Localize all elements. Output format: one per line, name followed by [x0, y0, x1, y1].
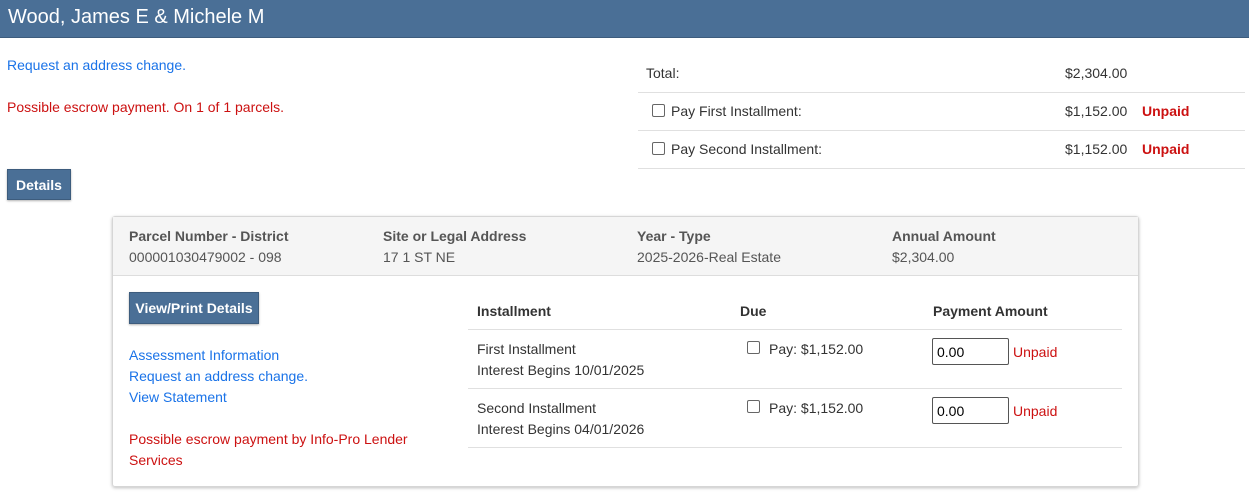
assessment-information-link[interactable]: Assessment Information — [129, 347, 280, 363]
payment-amount-input[interactable] — [932, 397, 1009, 424]
first-installment-value: $1,152.00 — [1065, 103, 1128, 119]
escrow-notice: Possible escrow payment. On 1 of 1 parce… — [7, 99, 285, 115]
pay-first-label: Pay First Installment: — [671, 103, 802, 119]
pay-first-checkbox[interactable] — [747, 341, 760, 354]
total-label: Total: — [646, 65, 680, 81]
escrow-lender-notice-cont: Services — [129, 452, 183, 468]
address-value: 17 1 ST NE — [383, 249, 456, 265]
parcel-card: Parcel Number - District 000001030479002… — [112, 216, 1139, 487]
escrow-lender-notice: Possible escrow payment by Info-Pro Lend… — [129, 431, 408, 447]
pay-second-label: Pay Second Installment: — [671, 141, 822, 157]
request-address-change-link[interactable]: Request an address change. — [7, 57, 187, 73]
annual-amount-value: $2,304.00 — [892, 249, 955, 265]
status-badge: Unpaid — [1142, 103, 1190, 119]
parcel-card-header: Parcel Number - District 000001030479002… — [113, 217, 1138, 276]
column-header: Payment Amount — [933, 303, 1048, 319]
view-statement-link[interactable]: View Statement — [129, 389, 227, 405]
request-address-change-link[interactable]: Request an address change. — [129, 368, 309, 384]
parcel-number-label: Parcel Number - District — [129, 228, 289, 244]
year-type-value: 2025-2026-Real Estate — [637, 249, 781, 265]
due-amount: Pay: $1,152.00 — [769, 341, 864, 357]
total-value: $2,304.00 — [1065, 65, 1128, 81]
status-badge: Unpaid — [1013, 344, 1058, 360]
installment-name: First Installment — [477, 341, 576, 357]
year-type-label: Year - Type — [637, 228, 711, 244]
owner-name: Wood, James E & Michele M — [8, 6, 265, 28]
page-header: Wood, James E & Michele M — [0, 0, 1249, 38]
pay-second-installment-checkbox[interactable] — [652, 142, 665, 155]
due-amount: Pay: $1,152.00 — [769, 400, 864, 416]
status-badge: Unpaid — [1013, 403, 1058, 419]
installment-name: Second Installment — [477, 400, 597, 416]
view-print-details-button[interactable]: View/Print Details — [129, 292, 259, 324]
address-label: Site or Legal Address — [383, 228, 527, 244]
column-header: Due — [740, 303, 767, 319]
interest-date: Interest Begins 10/01/2025 — [477, 362, 645, 378]
pay-second-checkbox[interactable] — [747, 400, 760, 413]
annual-amount-label: Annual Amount — [892, 228, 996, 244]
status-badge: Unpaid — [1142, 141, 1190, 157]
pay-first-installment-checkbox[interactable] — [652, 104, 665, 117]
interest-date: Interest Begins 04/01/2026 — [477, 421, 645, 437]
parcel-number-value: 000001030479002 - 098 — [129, 249, 282, 265]
payment-amount-input[interactable] — [932, 338, 1009, 365]
details-button[interactable]: Details — [7, 169, 71, 200]
column-header: Installment — [477, 303, 551, 319]
second-installment-value: $1,152.00 — [1065, 141, 1128, 157]
